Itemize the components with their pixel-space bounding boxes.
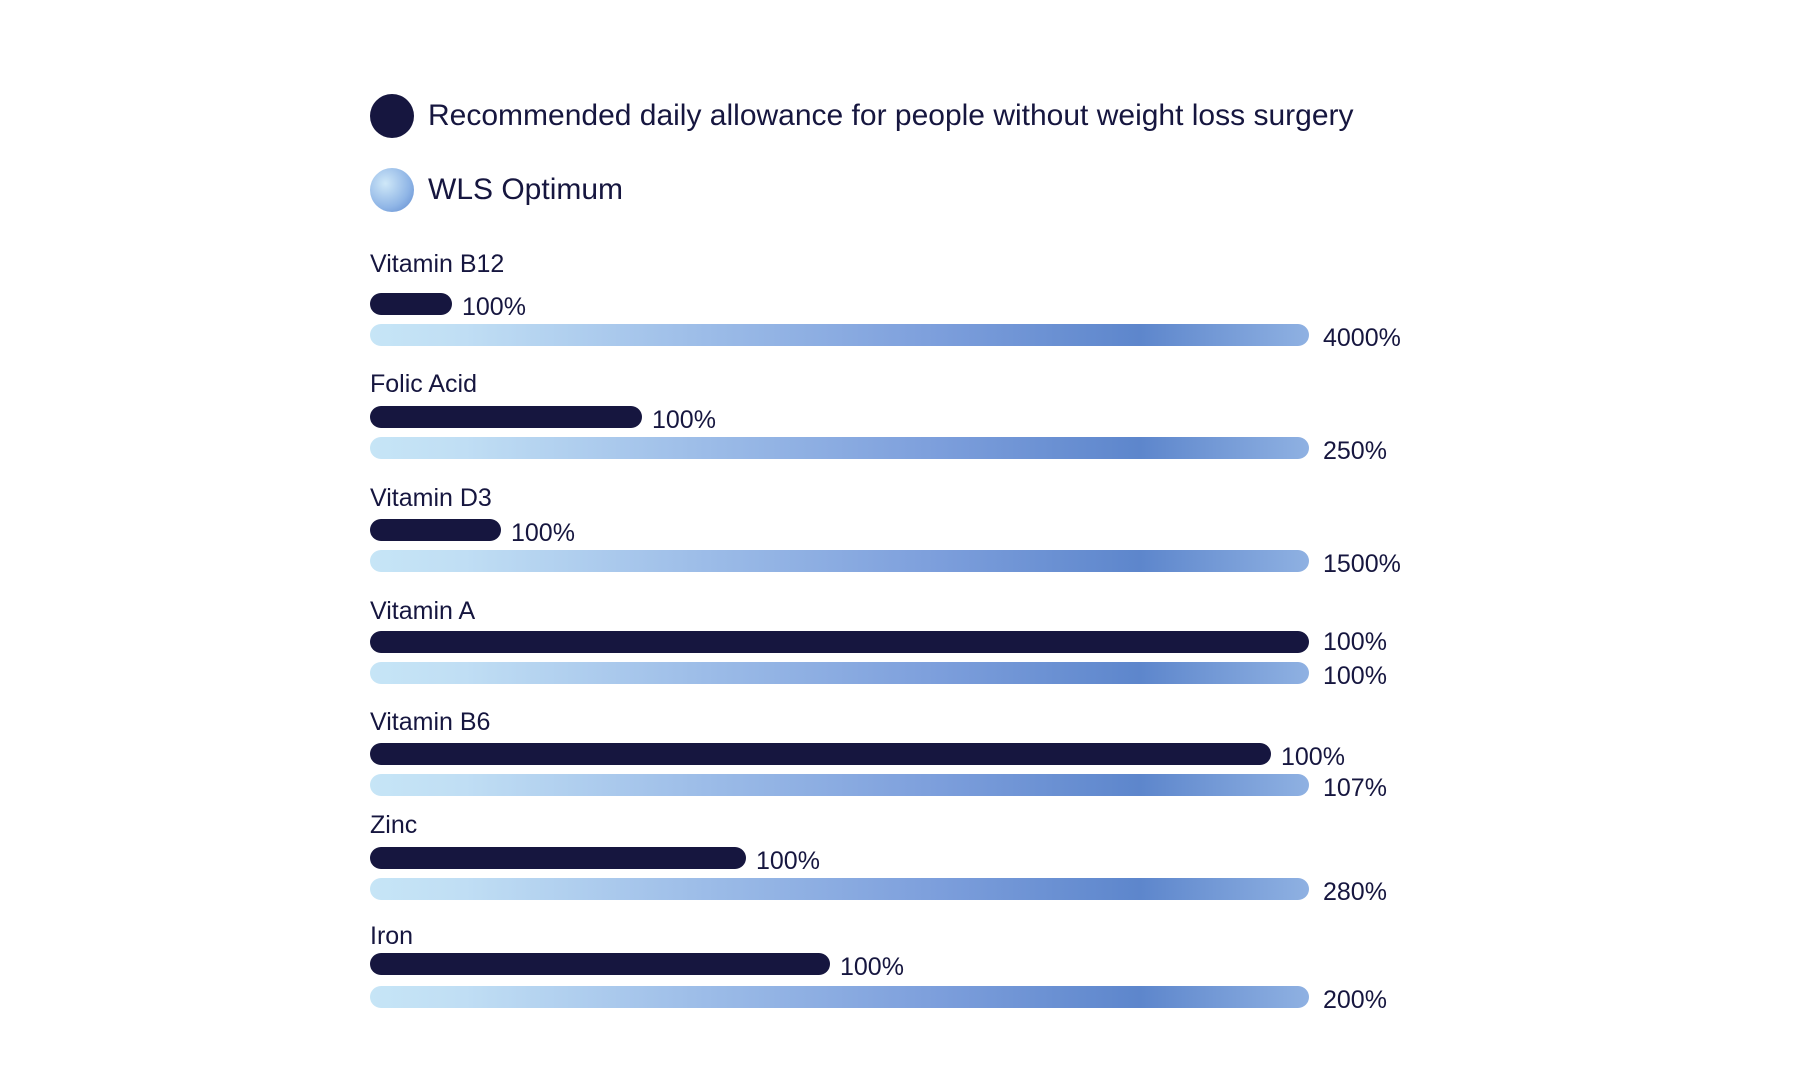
legend-swatch-dark [370,94,414,138]
bar-rda [370,519,501,541]
legend-item-rda: Recommended daily allowance for people w… [370,94,1354,138]
bar-wls [370,324,1309,346]
value-label-rda: 100% [1323,628,1387,656]
category-label: Folic Acid [370,370,477,398]
value-label-wls: 250% [1323,437,1387,465]
bar-rda [370,743,1271,765]
value-label-wls: 100% [1323,662,1387,690]
value-label-rda: 100% [1281,743,1345,771]
value-label-wls: 1500% [1323,550,1401,578]
bar-wls [370,437,1309,459]
bar-wls [370,550,1309,572]
bar-wls [370,662,1309,684]
legend-label: WLS Optimum [428,173,624,206]
bar-wls [370,986,1309,1008]
value-label-rda: 100% [462,293,526,321]
legend-item-wls: WLS Optimum [370,168,623,212]
value-label-wls: 280% [1323,878,1387,906]
bar-rda [370,631,1309,653]
category-label: Iron [370,922,414,950]
category-label: Vitamin A [370,597,476,625]
category-label: Vitamin B12 [370,250,505,278]
category-label: Vitamin D3 [370,484,492,512]
value-label-rda: 100% [652,406,716,434]
value-label-wls: 107% [1323,774,1387,802]
bar-rda [370,847,746,869]
value-label-wls: 200% [1323,986,1387,1014]
bar-rda [370,406,642,428]
bar-rda [370,293,452,315]
value-label-rda: 100% [840,953,904,981]
value-label-rda: 100% [511,519,575,547]
value-label-wls: 4000% [1323,324,1401,352]
category-label: Vitamin B6 [370,708,491,736]
bar-wls [370,878,1309,900]
bar-rda [370,953,830,975]
category-label: Zinc [370,811,418,839]
bar-wls [370,774,1309,796]
legend-label: Recommended daily allowance for people w… [428,99,1354,132]
legend-swatch-light [370,168,414,212]
value-label-rda: 100% [756,847,820,875]
